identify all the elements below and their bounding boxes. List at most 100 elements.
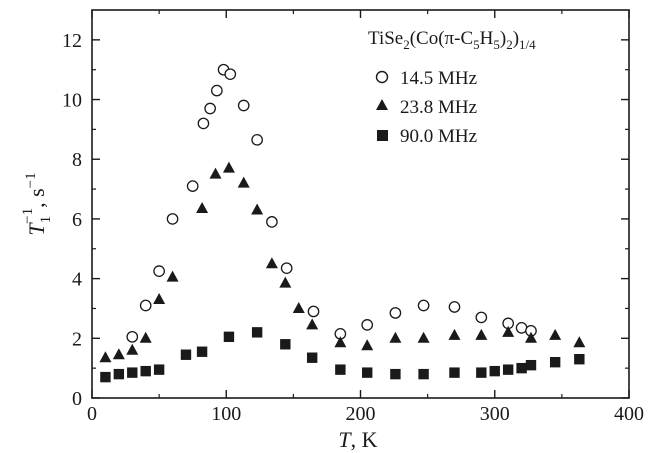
data-point-filled-square <box>362 367 373 378</box>
data-point-filled-square <box>502 364 514 375</box>
data-point-filled-square <box>153 364 165 375</box>
data-point-open-circle <box>211 84 223 97</box>
data-point-filled-square <box>100 371 111 383</box>
data-point-filled-square <box>280 339 291 350</box>
x-tick-label: 0 <box>87 403 97 425</box>
data-point-open-circle <box>307 305 320 318</box>
y-axis-label: T1−1, s−1 <box>20 172 54 235</box>
data-point-filled-square <box>549 356 561 368</box>
data-point-filled-triangle <box>166 270 179 282</box>
data-point-filled-triangle <box>126 343 139 355</box>
data-point-filled-triangle <box>279 276 292 288</box>
legend-title-part: (Co(π-C <box>410 28 473 49</box>
x-tick-label: 400 <box>614 403 644 425</box>
data-point-filled-triangle <box>549 328 562 340</box>
data-point-open-circle <box>204 102 216 115</box>
legend-title-part: ) <box>500 28 506 49</box>
data-point-open-circle <box>448 301 461 313</box>
legend-title-subscript: 1/4 <box>519 37 536 52</box>
x-axis: 0 100 200 300 400 <box>87 10 644 425</box>
data-point-filled-square <box>113 368 125 380</box>
data-point-open-circle <box>153 265 165 278</box>
data-point-filled-triangle <box>448 328 461 340</box>
data-point-filled-square <box>223 331 235 343</box>
data-point-filled-square <box>449 367 460 378</box>
data-point-open-circle <box>475 311 488 324</box>
data-point-filled-square <box>574 354 585 365</box>
data-point-filled-square <box>418 368 429 380</box>
data-point-open-circle <box>361 319 374 331</box>
data-point-open-circle <box>417 299 430 312</box>
legend-marker-open-circle <box>375 70 389 84</box>
legend-title: TiSe2(Co(π-C5H5)2)1/4 <box>368 28 536 52</box>
data-point-filled-square <box>390 368 401 380</box>
data-point-filled-triangle <box>361 339 374 351</box>
legend-label: 90.0 MHz <box>400 126 477 147</box>
data-point-filled-triangle <box>153 293 166 305</box>
data-point-filled-triangle <box>502 325 515 337</box>
x-axis-label-symbol: T <box>338 427 352 452</box>
y-axis-label-superscript: −1 <box>20 208 36 224</box>
data-point-filled-triangle <box>237 176 250 188</box>
data-point-filled-triangle <box>389 331 402 343</box>
data-point-filled-square <box>306 352 318 363</box>
data-point-open-circle <box>224 68 237 81</box>
data-point-filled-triangle <box>475 328 488 340</box>
data-point-open-circle <box>280 262 293 275</box>
data-point-filled-triangle <box>292 301 305 313</box>
y-axis-label-symbol: T <box>24 222 49 236</box>
legend-title-part: H <box>480 28 494 49</box>
data-point-filled-triangle <box>265 257 278 269</box>
data-point-filled-triangle <box>306 318 319 330</box>
data-point-open-circle <box>126 330 139 343</box>
legend-marker-filled-square <box>377 130 388 141</box>
legend-title-part: ) <box>513 28 519 49</box>
y-axis-label-unit: , s <box>24 188 49 208</box>
x-axis-label-unit: , K <box>351 427 378 452</box>
data-point-filled-square <box>127 367 138 378</box>
data-point-open-circle <box>251 133 263 146</box>
data-point-filled-square <box>251 327 263 338</box>
y-axis: 0 2 4 6 8 10 12 <box>62 30 629 410</box>
y-tick-label: 0 <box>72 388 82 410</box>
y-axis-label-subscript: 1 <box>38 216 54 224</box>
data-point-filled-square <box>140 365 151 377</box>
data-point-open-circle <box>166 213 179 225</box>
x-tick-label: 300 <box>480 403 510 425</box>
data-point-filled-triangle <box>417 331 430 343</box>
data-point-filled-triangle <box>334 336 347 348</box>
data-point-open-circle <box>266 216 278 228</box>
y-tick-label: 6 <box>72 209 82 231</box>
legend-title-part: TiSe <box>368 28 403 49</box>
data-point-filled-square <box>489 365 500 377</box>
data-point-filled-square <box>525 359 537 371</box>
data-point-filled-square <box>180 349 192 360</box>
legend-label: 14.5 MHz <box>400 68 477 89</box>
legend-title-subscript: 2 <box>506 37 513 52</box>
data-point-filled-triangle <box>112 348 125 360</box>
data-point-filled-triangle <box>524 331 537 343</box>
data-point-open-circle <box>197 117 210 130</box>
x-tick-label: 100 <box>211 403 241 425</box>
data-point-filled-triangle <box>209 167 222 179</box>
y-axis-label-unit-superscript: −1 <box>23 172 39 188</box>
data-point-filled-triangle <box>139 331 152 343</box>
data-point-open-circle <box>139 299 152 312</box>
data-point-filled-triangle <box>573 336 586 348</box>
data-point-filled-square <box>516 362 527 374</box>
data-point-filled-square <box>476 367 487 378</box>
data-point-filled-triangle <box>99 351 112 363</box>
legend: 14.5 MHz 23.8 MHz 90.0 MHz <box>375 68 477 147</box>
data-point-filled-square <box>196 346 208 357</box>
y-tick-label: 4 <box>72 269 82 291</box>
data-point-filled-triangle <box>251 203 264 215</box>
data-series <box>99 63 586 383</box>
y-tick-label: 12 <box>62 30 82 52</box>
data-point-open-circle <box>389 307 402 319</box>
data-point-filled-triangle <box>196 201 209 213</box>
data-point-open-circle <box>237 99 250 112</box>
y-tick-label: 2 <box>72 328 82 350</box>
legend-marker-filled-triangle <box>376 99 388 110</box>
y-tick-label: 8 <box>72 149 82 171</box>
legend-title-subscript: 5 <box>473 37 480 52</box>
